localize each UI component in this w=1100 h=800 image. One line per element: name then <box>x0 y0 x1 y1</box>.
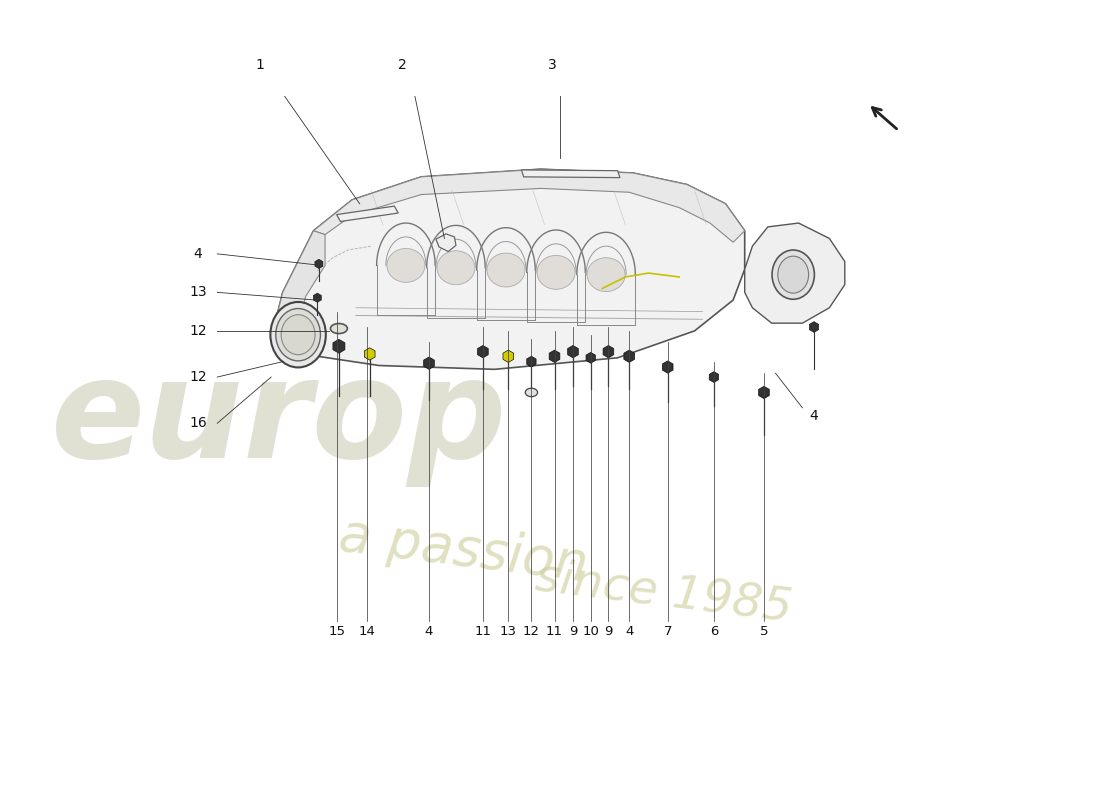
Polygon shape <box>315 259 323 269</box>
Text: 6: 6 <box>710 625 718 638</box>
Ellipse shape <box>276 309 320 361</box>
Polygon shape <box>710 372 718 382</box>
Text: 2: 2 <box>398 58 406 72</box>
Polygon shape <box>436 234 455 251</box>
Polygon shape <box>568 346 579 358</box>
Text: since 1985: since 1985 <box>532 554 795 630</box>
Polygon shape <box>364 348 375 360</box>
Polygon shape <box>503 350 514 362</box>
Text: 13: 13 <box>499 625 517 638</box>
Ellipse shape <box>271 302 326 367</box>
Text: 9: 9 <box>604 625 613 638</box>
Ellipse shape <box>537 255 575 290</box>
Text: 13: 13 <box>189 286 207 299</box>
Polygon shape <box>275 169 745 370</box>
Ellipse shape <box>778 256 808 293</box>
Polygon shape <box>333 339 345 353</box>
Text: 4: 4 <box>625 625 634 638</box>
Text: 11: 11 <box>474 625 492 638</box>
Polygon shape <box>549 350 560 362</box>
Polygon shape <box>810 322 818 332</box>
Text: 3: 3 <box>548 58 557 72</box>
Ellipse shape <box>387 249 425 282</box>
Polygon shape <box>314 293 321 302</box>
Ellipse shape <box>772 250 814 299</box>
Text: 9: 9 <box>569 625 578 638</box>
Text: 5: 5 <box>760 625 768 638</box>
Polygon shape <box>424 357 434 370</box>
Polygon shape <box>477 346 488 358</box>
Text: 4: 4 <box>194 247 202 261</box>
Text: 1: 1 <box>255 58 264 72</box>
Polygon shape <box>745 223 845 323</box>
Polygon shape <box>759 386 769 398</box>
Polygon shape <box>314 169 745 242</box>
Polygon shape <box>662 361 673 373</box>
Polygon shape <box>275 230 326 354</box>
Ellipse shape <box>437 250 475 285</box>
Polygon shape <box>527 356 536 367</box>
Ellipse shape <box>526 388 538 397</box>
Text: 11: 11 <box>546 625 563 638</box>
Text: 7: 7 <box>663 625 672 638</box>
Ellipse shape <box>487 253 525 287</box>
Ellipse shape <box>282 314 315 354</box>
Text: 4: 4 <box>425 625 433 638</box>
Ellipse shape <box>330 323 348 334</box>
Polygon shape <box>624 350 635 362</box>
Polygon shape <box>603 346 614 358</box>
Text: 10: 10 <box>582 625 600 638</box>
Text: 12: 12 <box>522 625 540 638</box>
Text: 14: 14 <box>359 625 376 638</box>
Text: 15: 15 <box>328 625 345 638</box>
Polygon shape <box>521 170 620 178</box>
Ellipse shape <box>587 258 625 291</box>
Polygon shape <box>337 206 398 222</box>
Text: 12: 12 <box>189 324 207 338</box>
Text: 12: 12 <box>189 370 207 384</box>
Text: 16: 16 <box>189 416 207 430</box>
Text: 4: 4 <box>810 409 818 422</box>
Polygon shape <box>586 353 595 363</box>
Text: a passion: a passion <box>337 510 591 591</box>
Text: europ: europ <box>51 352 507 487</box>
